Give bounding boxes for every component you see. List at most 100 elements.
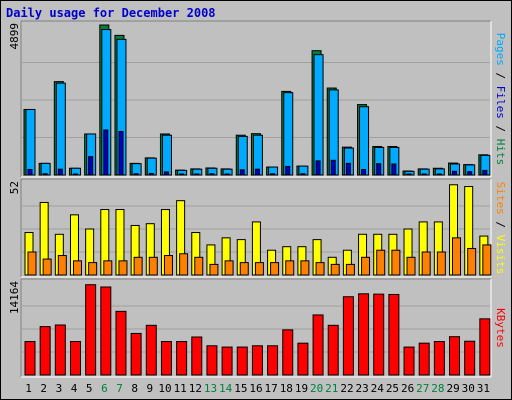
sites-bar-7 bbox=[118, 260, 128, 276]
x-tick-label-21: 21 bbox=[325, 382, 338, 395]
files-bar-22 bbox=[345, 162, 351, 176]
x-tick-label-1: 1 bbox=[25, 382, 32, 395]
files-bar-15 bbox=[239, 169, 245, 176]
x-tick-label-23: 23 bbox=[356, 382, 369, 395]
pages-bar-2 bbox=[40, 162, 51, 176]
hits-panel-series-label-part: Hits bbox=[494, 139, 507, 166]
files-bar-1 bbox=[27, 168, 33, 176]
hits-panel-ymax-label: 4899 bbox=[8, 23, 21, 50]
x-tick-label-11: 11 bbox=[174, 382, 187, 395]
x-tick-label-2: 2 bbox=[40, 382, 47, 395]
kbytes-bar-14 bbox=[221, 346, 233, 376]
kbytes-bar-9 bbox=[145, 324, 157, 376]
kbytes-bar-30 bbox=[464, 340, 476, 376]
files-bar-23 bbox=[361, 168, 367, 176]
kbytes-bar-12 bbox=[191, 336, 203, 376]
files-bar-14 bbox=[224, 173, 230, 176]
files-bar-29 bbox=[452, 170, 458, 176]
kbytes-bar-7 bbox=[115, 310, 127, 376]
files-bar-28 bbox=[436, 173, 442, 176]
pages-bar-18 bbox=[283, 92, 294, 176]
files-bar-5 bbox=[88, 156, 94, 176]
kbytes-bar-16 bbox=[251, 345, 263, 376]
sites-bar-10 bbox=[163, 255, 173, 276]
kbytes-bar-24 bbox=[373, 293, 385, 376]
files-bar-2 bbox=[42, 173, 48, 176]
kbytes-bar-10 bbox=[160, 341, 172, 376]
files-bar-16 bbox=[254, 168, 260, 176]
hits-panel-series-label-part: Files bbox=[494, 86, 507, 119]
kbytes-bar-1 bbox=[24, 341, 36, 376]
x-tick-label-16: 16 bbox=[249, 382, 262, 395]
visits-panel-series-label-part: Sites bbox=[494, 182, 507, 215]
files-bar-26 bbox=[406, 173, 412, 176]
pages-bar-3 bbox=[55, 82, 66, 176]
x-tick-label-26: 26 bbox=[401, 382, 414, 395]
sites-bar-26 bbox=[406, 256, 416, 276]
kbytes-bar-17 bbox=[267, 345, 279, 376]
sites-bar-19 bbox=[300, 260, 310, 276]
kbytes-bar-13 bbox=[206, 345, 218, 376]
files-bar-31 bbox=[482, 169, 488, 176]
sites-bar-16 bbox=[254, 262, 264, 276]
kbytes-bar-18 bbox=[282, 329, 294, 376]
sites-bar-31 bbox=[482, 244, 492, 276]
pages-bar-10 bbox=[161, 134, 172, 176]
sites-bar-22 bbox=[345, 263, 355, 276]
sites-bar-15 bbox=[239, 262, 249, 276]
sites-bar-1 bbox=[27, 251, 37, 276]
chart-title: Daily usage for December 2008 bbox=[6, 6, 216, 20]
kbytes-bar-31 bbox=[479, 318, 491, 376]
files-bar-20 bbox=[315, 160, 321, 176]
sites-bar-13 bbox=[209, 263, 219, 276]
x-tick-label-24: 24 bbox=[371, 382, 385, 395]
files-bar-24 bbox=[376, 163, 382, 176]
kbytes-bar-21 bbox=[327, 324, 339, 376]
files-bar-30 bbox=[467, 171, 473, 176]
x-tick-label-6: 6 bbox=[101, 382, 108, 395]
x-tick-label-28: 28 bbox=[431, 382, 444, 395]
files-bar-18 bbox=[285, 165, 291, 176]
files-bar-12 bbox=[194, 173, 200, 176]
x-tick-label-7: 7 bbox=[116, 382, 123, 395]
x-tick-label-17: 17 bbox=[265, 382, 278, 395]
x-tick-label-27: 27 bbox=[416, 382, 429, 395]
sites-bar-5 bbox=[88, 262, 98, 276]
files-bar-7 bbox=[118, 131, 124, 176]
kbytes-bar-8 bbox=[130, 332, 142, 376]
kbytes-panel-ymax-label: 14164 bbox=[8, 281, 21, 314]
sites-bar-17 bbox=[270, 262, 280, 276]
x-tick-label-3: 3 bbox=[56, 382, 63, 395]
kbytes-bar-25 bbox=[388, 293, 400, 376]
kbytes-bar-19 bbox=[297, 342, 309, 376]
files-bar-6 bbox=[103, 129, 109, 176]
kbytes-bar-3 bbox=[54, 324, 66, 376]
pages-bar-23 bbox=[359, 106, 370, 176]
sites-bar-2 bbox=[42, 258, 52, 276]
files-bar-4 bbox=[72, 173, 78, 176]
x-tick-label-31: 31 bbox=[477, 382, 490, 395]
kbytes-bar-22 bbox=[342, 296, 354, 376]
files-bar-3 bbox=[57, 168, 63, 176]
sites-bar-8 bbox=[133, 256, 143, 276]
sites-bar-9 bbox=[148, 256, 158, 276]
files-bar-11 bbox=[179, 173, 185, 176]
files-bar-8 bbox=[133, 173, 139, 176]
x-tick-label-15: 15 bbox=[234, 382, 247, 395]
kbytes-panel-series-label-part: KBytes bbox=[494, 308, 507, 348]
sites-bar-11 bbox=[179, 253, 189, 276]
kbytes-bar-20 bbox=[312, 314, 324, 376]
visits-panel-series-label: Sites / Visits bbox=[494, 182, 507, 275]
kbytes-bar-15 bbox=[236, 346, 248, 376]
x-tick-label-5: 5 bbox=[86, 382, 93, 395]
hits-panel-series-label-part: / bbox=[494, 119, 507, 139]
x-tick-label-18: 18 bbox=[280, 382, 293, 395]
x-tick-label-12: 12 bbox=[189, 382, 202, 395]
x-tick-label-22: 22 bbox=[340, 382, 353, 395]
sites-bar-21 bbox=[330, 263, 340, 276]
kbytes-panel-series-label: KBytes bbox=[494, 308, 507, 348]
sites-bar-18 bbox=[285, 260, 295, 276]
kbytes-bar-29 bbox=[449, 336, 461, 376]
x-tick-label-19: 19 bbox=[295, 382, 308, 395]
files-bar-9 bbox=[148, 172, 154, 176]
